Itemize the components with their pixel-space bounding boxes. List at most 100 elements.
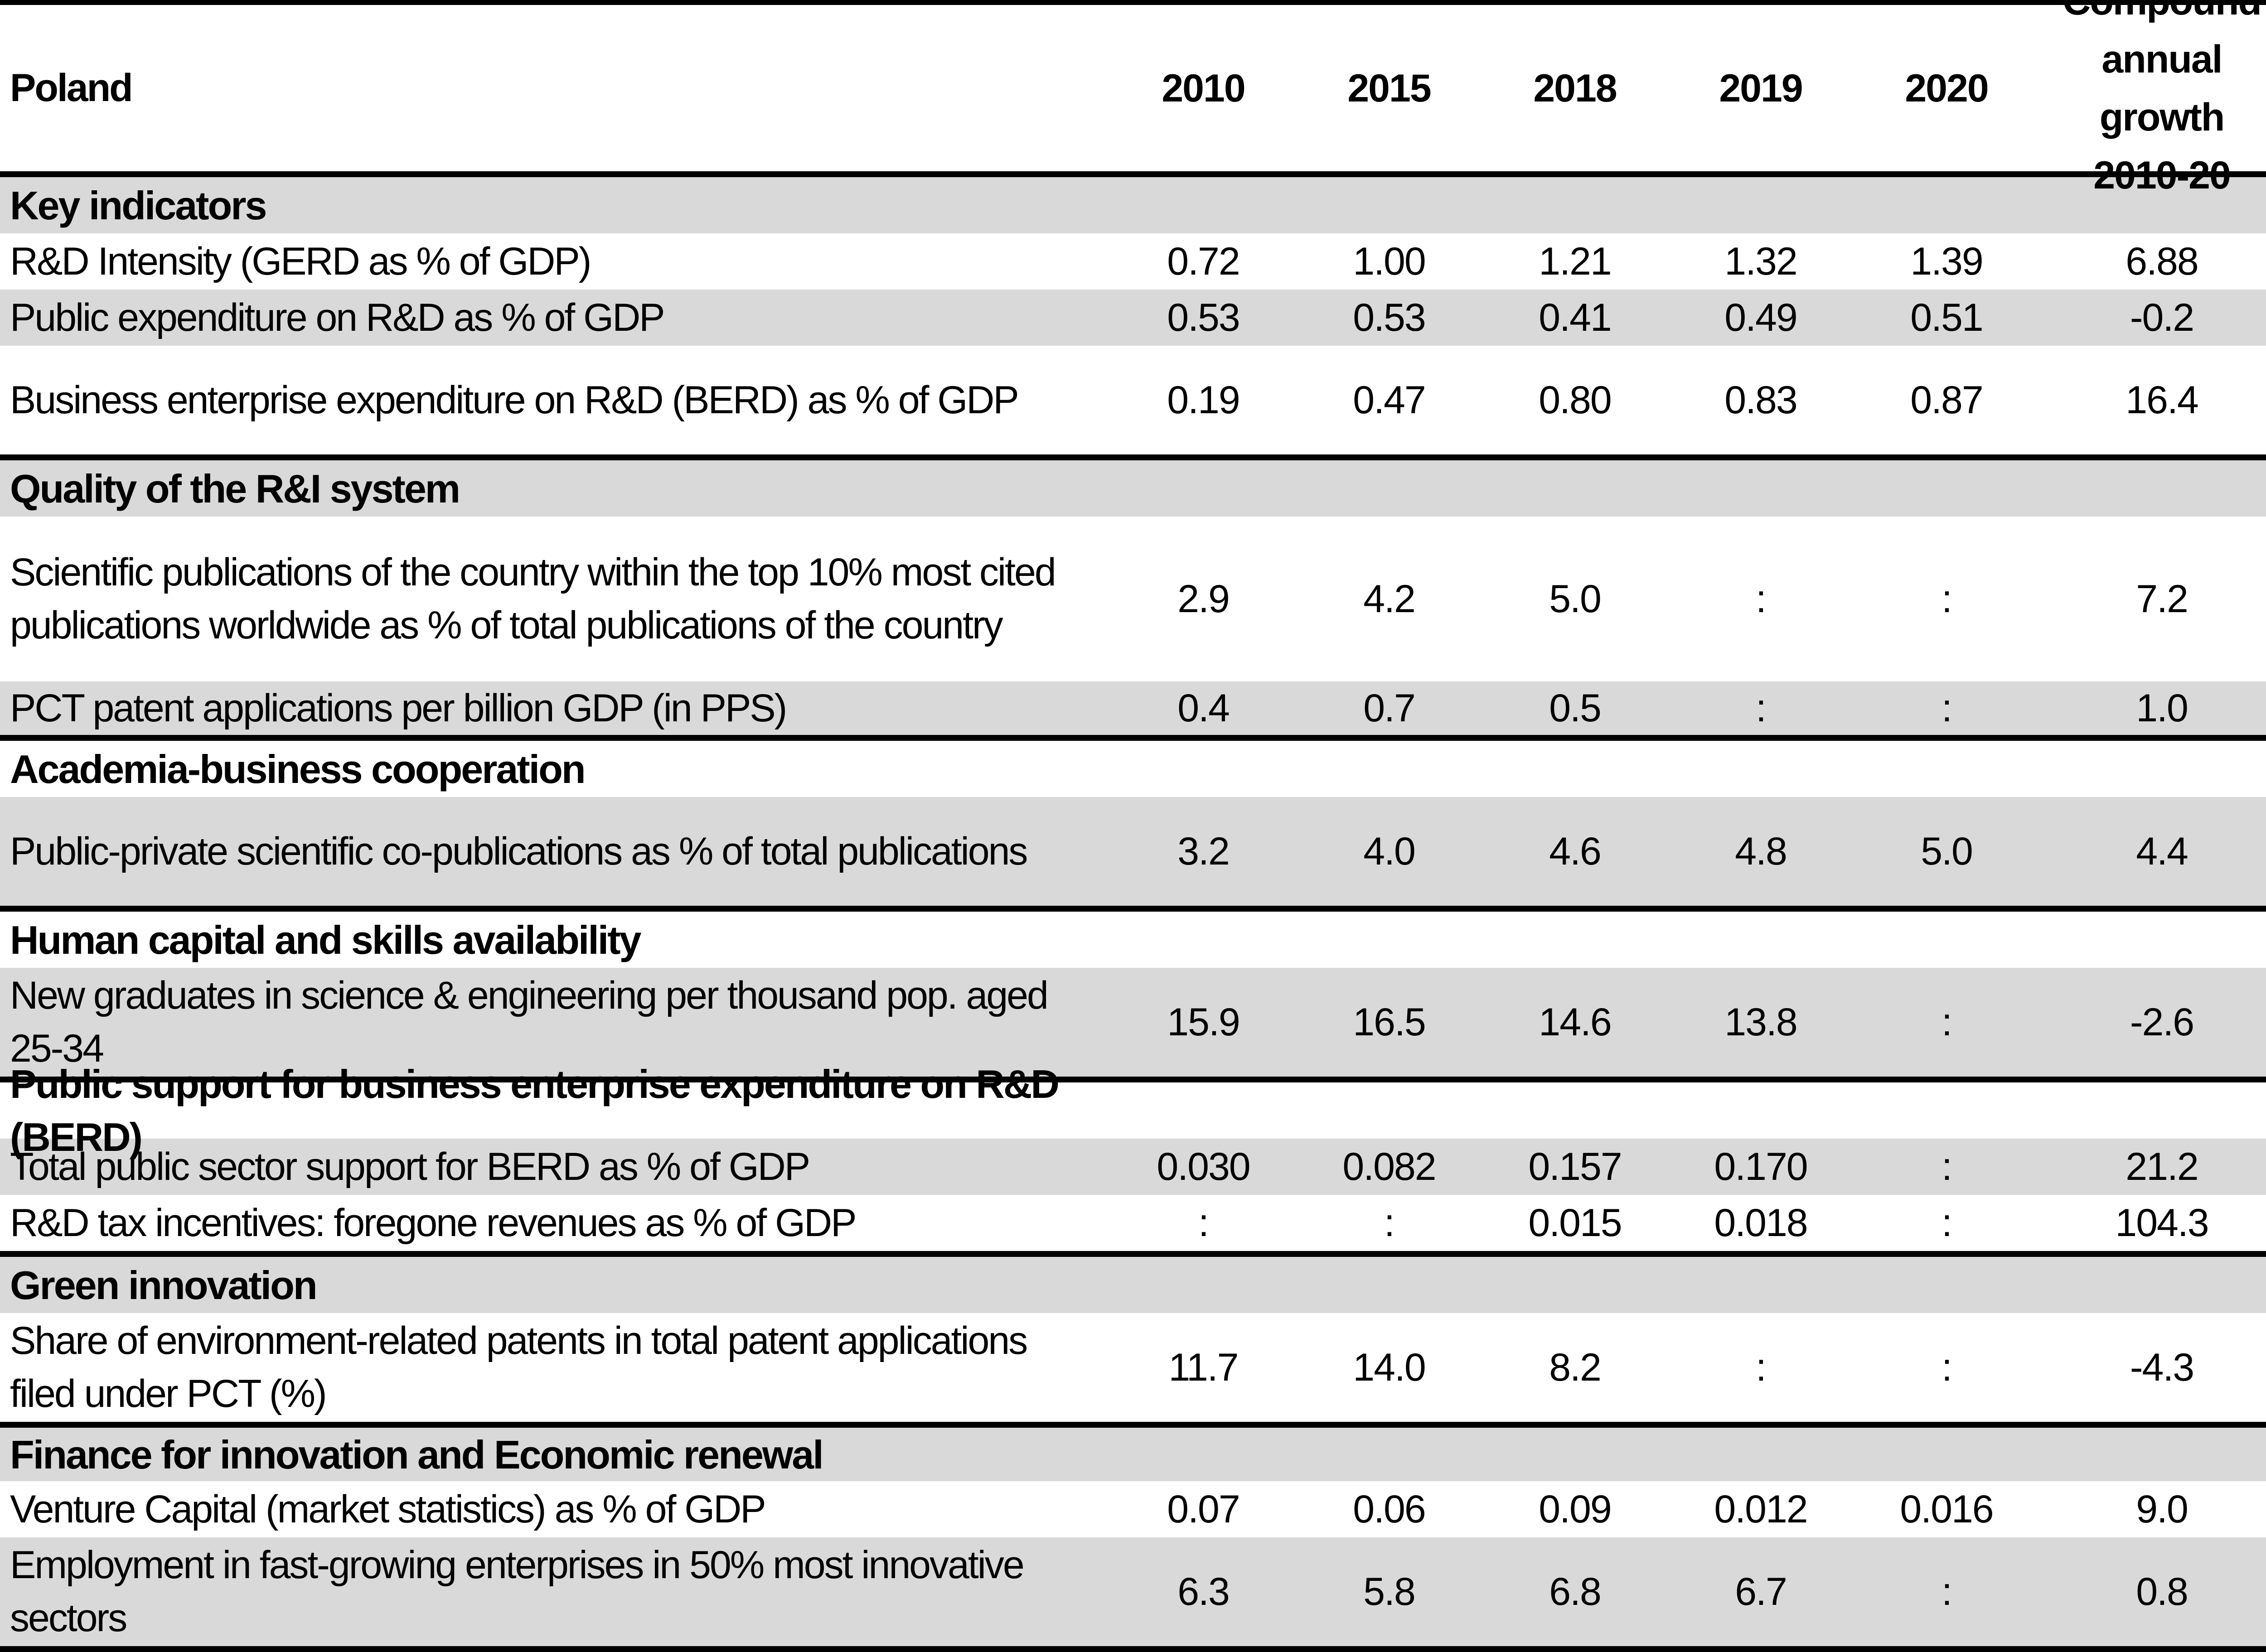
column-header-2020: 2020 xyxy=(1905,66,1989,110)
value-cell-2018: 0.015 xyxy=(1528,1201,1622,1245)
table-row: Share of environment-related patents in … xyxy=(0,1313,2266,1422)
table-top-rule xyxy=(0,0,2266,5)
value-cell-cagr: -0.2 xyxy=(2130,295,2194,339)
column-header-2018: 2018 xyxy=(1533,66,1617,110)
value-cell-2019: : xyxy=(1756,1345,1767,1389)
section-divider xyxy=(0,454,2266,460)
value-cell-2010: 3.2 xyxy=(1177,829,1230,873)
value-cell-2010: 6.3 xyxy=(1177,1570,1230,1613)
value-cell-2019: 0.018 xyxy=(1714,1201,1808,1245)
value-cell-2020: : xyxy=(1942,577,1952,621)
indicator-label: Venture Capital (market statistics) as %… xyxy=(10,1487,766,1531)
indicator-label: R&D Intensity (GERD as % of GDP) xyxy=(10,239,591,283)
value-cell-2015: 0.06 xyxy=(1353,1487,1426,1531)
section-title: Quality of the R&I system xyxy=(10,466,460,511)
value-cell-2019: 4.8 xyxy=(1735,829,1787,873)
value-cell-cagr: 1.0 xyxy=(2136,686,2189,730)
section-divider xyxy=(0,1251,2266,1257)
value-cell-2020: 1.39 xyxy=(1910,239,1983,283)
table-row: New graduates in science & engineering p… xyxy=(0,968,2266,1077)
value-cell-2019: 0.83 xyxy=(1724,378,1797,422)
section-divider xyxy=(0,906,2266,912)
value-cell-2010: 0.4 xyxy=(1177,686,1230,730)
value-cell-2010: 0.72 xyxy=(1167,239,1240,283)
table-header-row: Poland 2010 2015 2018 2019 2020 Compound… xyxy=(0,0,2266,197)
table-row: Scientific publications of the country w… xyxy=(0,517,2266,681)
indicator-label: R&D tax incentives: foregone revenues as… xyxy=(10,1201,857,1245)
indicator-label: Public-private scientific co-publication… xyxy=(10,829,1028,873)
value-cell-2020: 0.51 xyxy=(1910,295,1983,339)
value-cell-2018: 4.6 xyxy=(1549,829,1602,873)
table-bottom-rule xyxy=(0,1646,2266,1652)
section-header-row: Green innovation xyxy=(0,1257,2266,1313)
value-cell-2010: 0.07 xyxy=(1167,1487,1240,1531)
table-row: Employment in fast-growing enterprises i… xyxy=(0,1537,2266,1646)
value-cell-2015: 16.5 xyxy=(1353,1000,1426,1044)
value-cell-cagr: 21.2 xyxy=(2126,1145,2198,1188)
table-row: Public expenditure on R&D as % of GDP 0.5… xyxy=(0,290,2266,346)
indicator-label: Business enterprise expenditure on R&D (… xyxy=(10,378,1019,422)
value-cell-2018: 1.21 xyxy=(1539,239,1612,283)
value-cell-cagr: 4.4 xyxy=(2136,829,2189,873)
value-cell-2020: 0.016 xyxy=(1900,1487,1994,1531)
value-cell-2018: 14.6 xyxy=(1539,1000,1612,1044)
value-cell-2020: 0.87 xyxy=(1910,378,1983,422)
value-cell-2019: : xyxy=(1756,686,1767,730)
section-header-row: Finance for innovation and Economic rene… xyxy=(0,1428,2266,1481)
value-cell-2018: 6.8 xyxy=(1549,1570,1602,1613)
value-cell-2010: 15.9 xyxy=(1167,1000,1240,1044)
section-title: Green innovation xyxy=(10,1262,318,1308)
country-header: Poland xyxy=(10,66,133,110)
value-cell-2018: 5.0 xyxy=(1549,577,1602,621)
value-cell-2015: 5.8 xyxy=(1363,1570,1416,1613)
value-cell-cagr: -2.6 xyxy=(2130,1000,2194,1044)
value-cell-2019: : xyxy=(1756,577,1767,621)
value-cell-2019: 0.170 xyxy=(1714,1145,1808,1188)
table-row: PCT patent applications per billion GDP … xyxy=(0,681,2266,735)
section-divider xyxy=(0,171,2266,177)
value-cell-2019: 13.8 xyxy=(1724,1000,1797,1044)
indicator-label: Public expenditure on R&D as % of GDP xyxy=(10,295,665,339)
value-cell-2019: 0.49 xyxy=(1724,295,1797,339)
section-title: Key indicators xyxy=(10,183,267,228)
section-divider xyxy=(0,1422,2266,1428)
value-cell-2015: 0.47 xyxy=(1353,378,1426,422)
value-cell-2015: 4.0 xyxy=(1363,829,1416,873)
value-cell-2020: : xyxy=(1942,1201,1952,1245)
section-title: Public support for business enterprise e… xyxy=(10,1062,1060,1159)
table-row: Public-private scientific co-publication… xyxy=(0,797,2266,906)
value-cell-2010: 0.030 xyxy=(1157,1145,1250,1188)
section-header-row: Key indicators xyxy=(0,177,2266,233)
value-cell-2015: 0.7 xyxy=(1363,686,1416,730)
table-row: R&D tax incentives: foregone revenues as… xyxy=(0,1195,2266,1251)
value-cell-2020: : xyxy=(1942,1570,1952,1613)
column-header-2010: 2010 xyxy=(1162,66,1245,110)
value-cell-cagr: 9.0 xyxy=(2136,1487,2189,1531)
column-header-cagr: Compound annual growth 2010-20 xyxy=(2063,0,2262,197)
value-cell-2019: 1.32 xyxy=(1724,239,1797,283)
value-cell-cagr: 7.2 xyxy=(2136,577,2189,621)
value-cell-cagr: -4.3 xyxy=(2130,1345,2194,1389)
value-cell-cagr: 6.88 xyxy=(2126,239,2198,283)
value-cell-2020: 5.0 xyxy=(1921,829,1973,873)
indicator-label: Employment in fast-growing enterprises i… xyxy=(10,1543,1025,1640)
table-row: Venture Capital (market statistics) as %… xyxy=(0,1481,2266,1537)
value-cell-2015: 0.082 xyxy=(1342,1145,1436,1188)
value-cell-2018: 0.80 xyxy=(1539,378,1612,422)
section-header-row: Human capital and skills availability xyxy=(0,912,2266,968)
section-divider xyxy=(0,735,2266,741)
value-cell-2020: : xyxy=(1942,1345,1952,1389)
value-cell-2015: 1.00 xyxy=(1353,239,1426,283)
value-cell-2010: 2.9 xyxy=(1177,577,1230,621)
table-row: Business enterprise expenditure on R&D (… xyxy=(0,346,2266,454)
section-header-row: Quality of the R&I system xyxy=(0,460,2266,517)
value-cell-2018: 0.5 xyxy=(1549,686,1602,730)
value-cell-2015: 0.53 xyxy=(1353,295,1426,339)
value-cell-2015: : xyxy=(1384,1201,1395,1245)
value-cell-2015: 14.0 xyxy=(1353,1345,1426,1389)
value-cell-2020: : xyxy=(1942,1000,1952,1044)
section-title: Academia-business cooperation xyxy=(10,746,586,792)
table-row: R&D Intensity (GERD as % of GDP) 0.72 1.00… xyxy=(0,233,2266,290)
section-header-row: Public support for business enterprise e… xyxy=(0,1062,2266,1159)
